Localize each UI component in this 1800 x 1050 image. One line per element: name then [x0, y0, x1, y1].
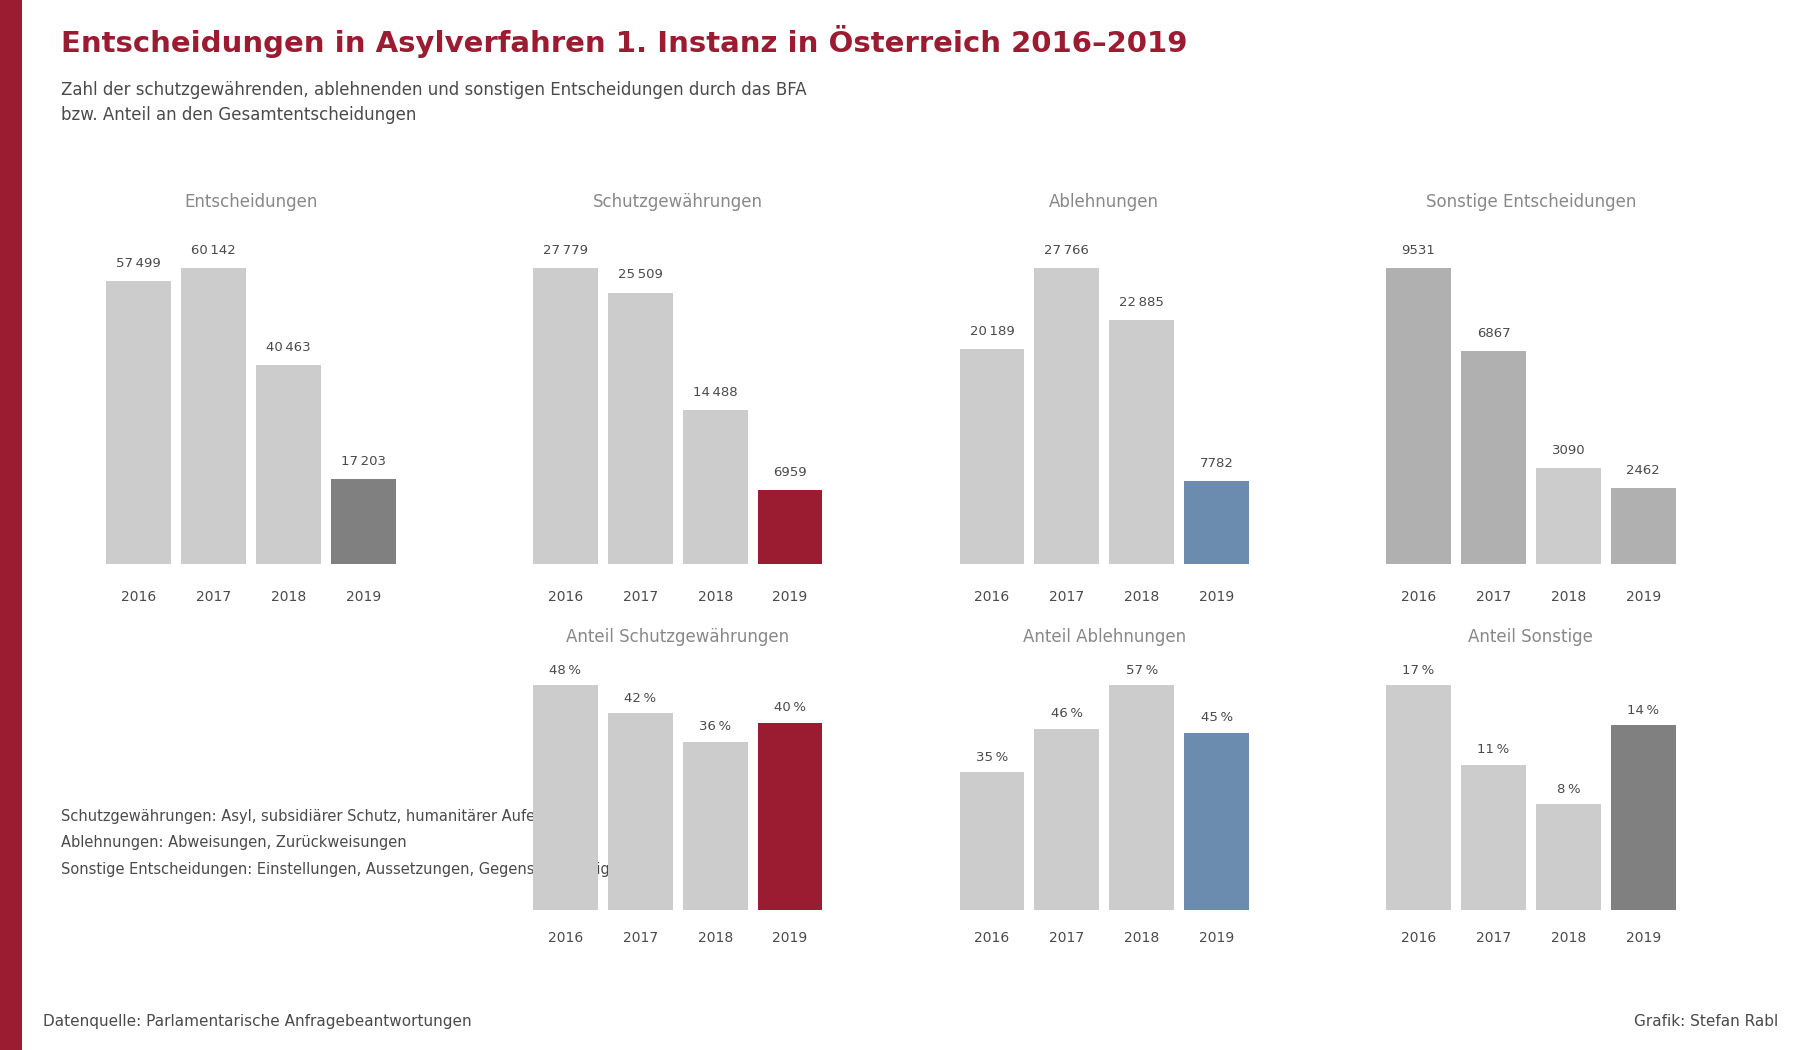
Bar: [1184, 733, 1249, 910]
Text: 2019: 2019: [346, 590, 382, 605]
Bar: [1462, 764, 1526, 910]
Text: 2017: 2017: [1476, 590, 1510, 605]
Text: 2462: 2462: [1627, 463, 1660, 477]
Bar: [1109, 686, 1174, 910]
Text: 2019: 2019: [1625, 590, 1661, 605]
Text: 2019: 2019: [1199, 930, 1235, 945]
Bar: [533, 686, 598, 910]
Text: 6867: 6867: [1476, 327, 1510, 340]
Text: 2018: 2018: [698, 930, 733, 945]
Text: 8 %: 8 %: [1557, 783, 1580, 796]
Text: 57 499: 57 499: [117, 257, 160, 270]
Text: 2019: 2019: [772, 930, 808, 945]
Text: 22 885: 22 885: [1120, 296, 1165, 310]
Text: 42 %: 42 %: [625, 692, 657, 705]
Text: 7782: 7782: [1201, 457, 1233, 470]
Bar: [758, 722, 823, 910]
Text: 2018: 2018: [1125, 590, 1159, 605]
Text: 2016: 2016: [547, 590, 583, 605]
Text: 2018: 2018: [698, 590, 733, 605]
Text: 40 463: 40 463: [266, 341, 311, 354]
Text: Anteil Sonstige: Anteil Sonstige: [1469, 628, 1593, 646]
Text: 2018: 2018: [1125, 930, 1159, 945]
Text: Sonstige Entscheidungen: Einstellungen, Aussetzungen, Gegenstandslosigkeiten: Sonstige Entscheidungen: Einstellungen, …: [61, 862, 655, 877]
Text: 3090: 3090: [1552, 444, 1586, 457]
Text: Zahl der schutzgewährenden, ablehnenden und sonstigen Entscheidungen durch das B: Zahl der schutzgewährenden, ablehnenden …: [61, 81, 806, 100]
Text: 2017: 2017: [623, 590, 657, 605]
Text: 2019: 2019: [772, 590, 808, 605]
Text: 14 488: 14 488: [693, 385, 738, 399]
Text: 2017: 2017: [623, 930, 657, 945]
Text: 27 766: 27 766: [1044, 245, 1089, 257]
Bar: [1535, 468, 1600, 564]
Bar: [182, 269, 247, 564]
Bar: [682, 410, 747, 564]
Text: Sonstige Entscheidungen: Sonstige Entscheidungen: [1426, 193, 1636, 211]
Text: 2016: 2016: [1400, 930, 1436, 945]
Text: Anteil Ablehnungen: Anteil Ablehnungen: [1022, 628, 1186, 646]
Text: Ablehnungen: Abweisungen, Zurückweisungen: Ablehnungen: Abweisungen, Zurückweisunge…: [61, 836, 407, 851]
Text: 17 203: 17 203: [340, 456, 385, 468]
Text: 2016: 2016: [1400, 590, 1436, 605]
Text: 11 %: 11 %: [1478, 743, 1510, 756]
Text: 40 %: 40 %: [774, 701, 806, 714]
Bar: [1462, 351, 1526, 564]
Text: 20 189: 20 189: [970, 326, 1013, 338]
Text: 45 %: 45 %: [1201, 711, 1233, 724]
Text: 36 %: 36 %: [698, 720, 731, 733]
Text: Anteil Schutzgewährungen: Anteil Schutzgewährungen: [567, 628, 788, 646]
Text: 2018: 2018: [1552, 930, 1586, 945]
Text: 2019: 2019: [1625, 930, 1661, 945]
Text: 2016: 2016: [974, 930, 1010, 945]
Bar: [1109, 320, 1174, 564]
Text: 25 509: 25 509: [617, 269, 662, 281]
Text: 17 %: 17 %: [1402, 664, 1435, 677]
Text: 60 142: 60 142: [191, 245, 236, 257]
Text: 46 %: 46 %: [1051, 708, 1084, 720]
Bar: [758, 490, 823, 564]
Text: bzw. Anteil an den Gesamtentscheidungen: bzw. Anteil an den Gesamtentscheidungen: [61, 106, 416, 124]
Text: 14 %: 14 %: [1627, 704, 1660, 716]
Bar: [959, 772, 1024, 910]
Bar: [1035, 269, 1100, 564]
Text: Entscheidungen: Entscheidungen: [184, 193, 319, 211]
Text: 9531: 9531: [1402, 245, 1435, 257]
Text: Schutzgewährungen: Schutzgewährungen: [592, 193, 763, 211]
Bar: [533, 269, 598, 564]
Bar: [256, 365, 320, 564]
Bar: [1386, 686, 1451, 910]
Bar: [1184, 481, 1249, 564]
Text: 2018: 2018: [272, 590, 306, 605]
Bar: [331, 480, 396, 564]
Text: 2017: 2017: [1049, 930, 1084, 945]
Bar: [608, 713, 673, 910]
Text: 2017: 2017: [1049, 590, 1084, 605]
Text: 6959: 6959: [774, 466, 806, 479]
Text: 2016: 2016: [974, 590, 1010, 605]
Text: 2018: 2018: [1552, 590, 1586, 605]
Text: Entscheidungen in Asylverfahren 1. Instanz in Österreich 2016–2019: Entscheidungen in Asylverfahren 1. Insta…: [61, 25, 1188, 58]
Text: 57 %: 57 %: [1125, 664, 1157, 677]
Text: 2017: 2017: [1476, 930, 1510, 945]
Text: 35 %: 35 %: [976, 751, 1008, 763]
Bar: [1035, 729, 1100, 910]
Bar: [1611, 487, 1676, 564]
Text: 2017: 2017: [196, 590, 230, 605]
Text: 48 %: 48 %: [549, 664, 581, 677]
Text: Datenquelle: Parlamentarische Anfragebeantwortungen: Datenquelle: Parlamentarische Anfragebea…: [43, 1013, 472, 1029]
Text: 27 779: 27 779: [544, 245, 589, 257]
Bar: [1611, 724, 1676, 910]
Bar: [608, 293, 673, 564]
Text: Schutzgewährungen: Asyl, subsidiärer Schutz, humanitärer Aufenthalt: Schutzgewährungen: Asyl, subsidiärer Sch…: [61, 808, 578, 823]
Bar: [106, 281, 171, 564]
Text: 2019: 2019: [1199, 590, 1235, 605]
Bar: [682, 741, 747, 910]
Text: 2016: 2016: [121, 590, 157, 605]
Text: Ablehnungen: Ablehnungen: [1049, 193, 1159, 211]
Bar: [959, 349, 1024, 564]
Bar: [1386, 269, 1451, 564]
Text: 2016: 2016: [547, 930, 583, 945]
Bar: [1535, 804, 1600, 910]
Text: Grafik: Stefan Rabl: Grafik: Stefan Rabl: [1634, 1013, 1778, 1029]
